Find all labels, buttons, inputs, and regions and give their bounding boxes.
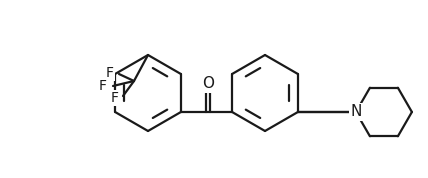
Text: O: O xyxy=(202,77,214,91)
Text: N: N xyxy=(350,104,362,119)
Text: F: F xyxy=(111,91,119,105)
Text: F: F xyxy=(106,66,114,80)
Text: F: F xyxy=(99,79,107,93)
